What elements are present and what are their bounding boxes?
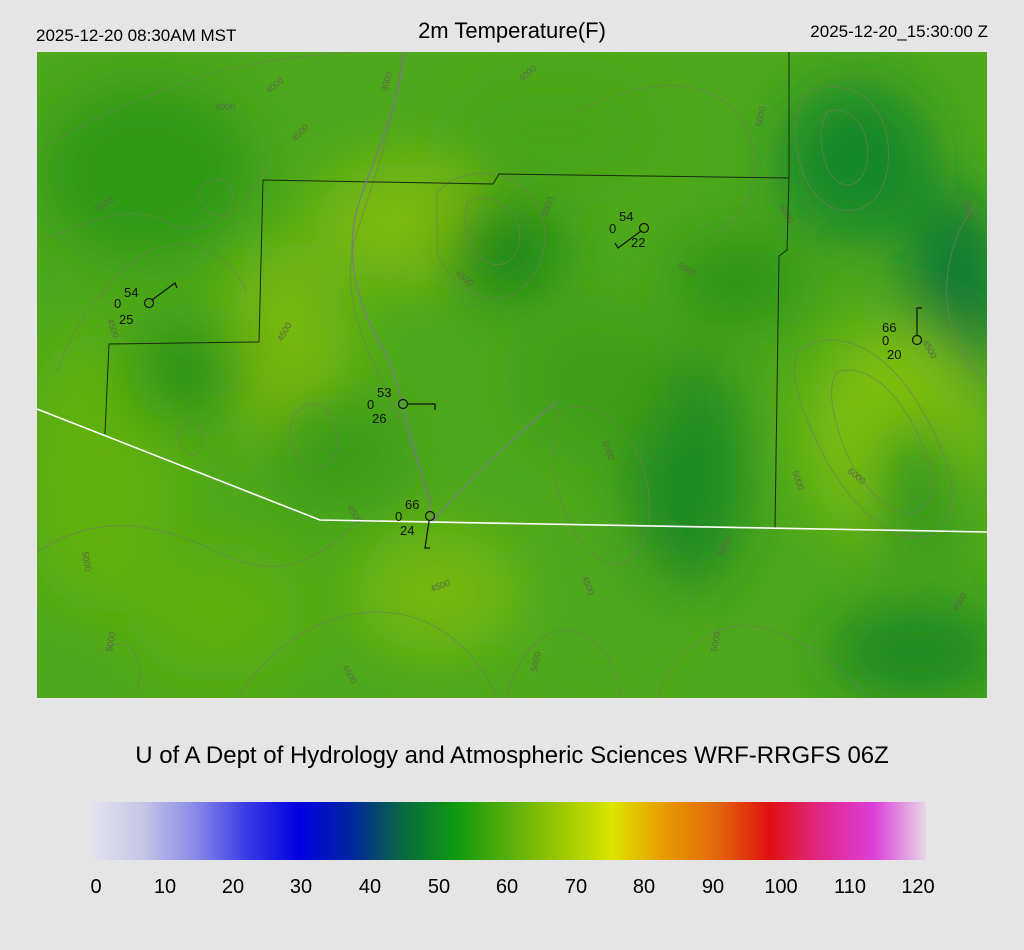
colorbar-tick-labels: 0 10 20 30 40 50 60 70 80 90 100 110 120 [0,876,1024,900]
contour-label: 5000 [529,651,542,672]
colorbar-tick: 20 [221,876,245,898]
temperature-map[interactable]: 3000 3500 4000 4000 4000 4500 4500 4500 … [37,52,987,698]
station-cloud-cover: 0 [367,397,374,412]
contour-label: 5000 [80,551,93,572]
colorbar-tick: 90 [701,876,725,898]
colorbar-tick: 110 [834,876,866,898]
colorbar-tick: 60 [495,876,519,898]
map-canvas: 3000 3500 4000 4000 4000 4500 4500 4500 … [37,52,987,698]
station-plot[interactable]: 53 0 26 [367,385,436,426]
map-title: 2m Temperature(F) [418,18,606,43]
station-dewpoint: 20 [887,347,901,362]
colorbar-tick: 100 [764,876,798,898]
state-border [37,408,987,533]
station-temperature: 54 [124,285,138,300]
station-dewpoint: 22 [631,235,645,250]
station-dewpoint: 25 [119,312,133,327]
utc-time-label: 2025-12-20_15:30:00 Z [810,22,988,41]
contour-label: 5000 [754,106,767,127]
colorbar-tick: 120 [901,876,935,898]
station-temperature: 66 [405,497,419,512]
station-cloud-cover: 0 [395,509,402,524]
colorbar-tick: 0 [90,876,102,898]
colorbar-tick: 30 [289,876,313,898]
county-boundaries [104,52,790,529]
colorbar-tick: 70 [564,876,588,898]
station-dewpoint: 26 [372,411,386,426]
station-dewpoint: 24 [400,523,414,538]
contour-label: 5000 [104,631,117,652]
station-plot[interactable]: 54 0 22 [609,209,650,250]
contour-label: 5000 [709,631,722,652]
temperature-colorbar [90,802,926,860]
elevation-contours [37,52,987,698]
contour-label: 4000 [215,102,235,112]
station-plot[interactable]: 66 0 24 [395,497,436,549]
station-temperature: 66 [882,320,896,335]
station-plot[interactable]: 54 0 25 [114,282,178,327]
local-time-label: 2025-12-20 08:30AM MST [36,26,237,45]
colorbar-tick: 40 [358,876,382,898]
station-temperature: 53 [377,385,391,400]
station-temperature: 54 [619,209,633,224]
colorbar-tick: 50 [427,876,451,898]
colorbar-tick: 80 [632,876,656,898]
river-lines [351,52,558,523]
credit-line: U of A Dept of Hydrology and Atmospheric… [135,742,889,769]
colorbar-tick: 10 [153,876,177,898]
station-cloud-cover: 0 [609,221,616,236]
station-plot[interactable]: 66 0 20 [882,307,923,362]
temperature-blobs [37,72,987,698]
station-cloud-cover: 0 [882,333,889,348]
station-cloud-cover: 0 [114,296,121,311]
